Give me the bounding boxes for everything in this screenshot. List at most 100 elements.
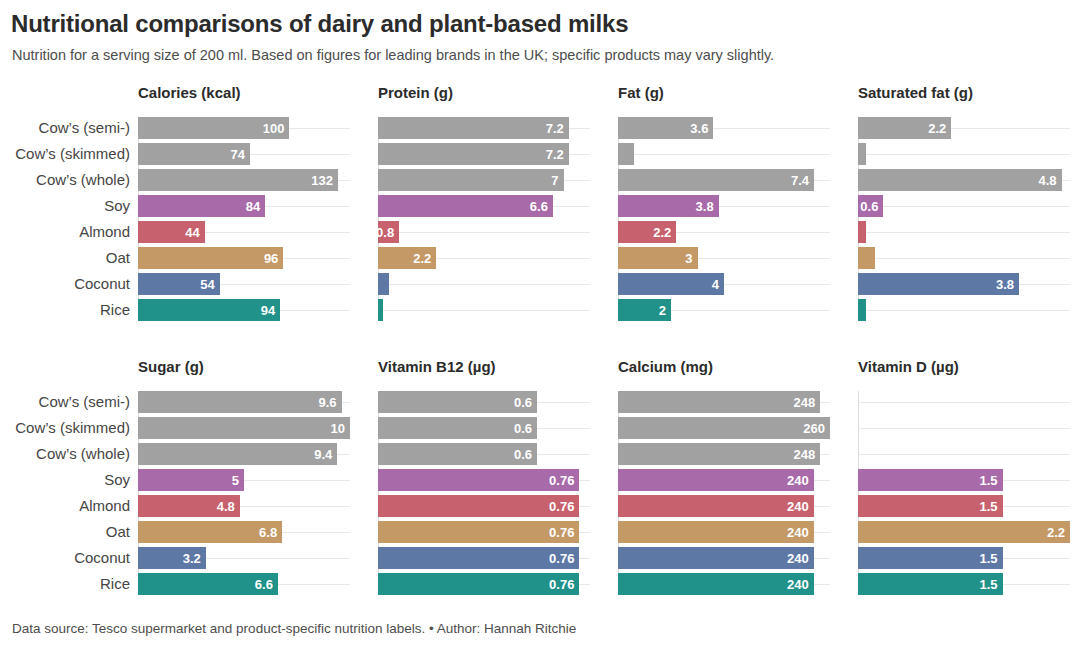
chart-rows: Cow’s (semi-) 100 Cow’s (skimmed) 74 Cow’s (…	[0, 117, 350, 321]
bar-value-label: 96	[264, 251, 283, 266]
bar: 0.6	[858, 195, 883, 217]
bar: 100	[138, 117, 289, 139]
bar: 248	[618, 443, 820, 465]
chart-vitamin-d-g: Vitamin D (µg)1.51.52.21.51.5	[858, 358, 1070, 595]
chart-vitamin-b12-g: Vitamin B12 (µg) 0.6 0.6 0.6 0.76 0.76 0.76 0.7…	[378, 358, 590, 595]
bar: 2.2	[618, 221, 676, 243]
gridline	[858, 258, 1070, 259]
bar-row: 0.6	[378, 391, 590, 413]
bar-track	[618, 143, 830, 165]
category-label: Cow’s (semi-)	[0, 391, 138, 413]
bar-value-label: 2.2	[928, 121, 951, 136]
bar: 7	[378, 169, 564, 191]
chart-calcium-mg: Calcium (mg)248260248240240240240240	[618, 358, 830, 595]
bar-value-label: 0.76	[549, 577, 579, 592]
bar-track: 3.2	[138, 547, 350, 569]
bar-row: Soy84	[0, 195, 350, 217]
bar-row: 3	[618, 247, 830, 269]
bar-row: 7	[378, 169, 590, 191]
bar-value-label: 0.76	[549, 551, 579, 566]
bar-value-label: 1.5	[979, 551, 1002, 566]
chart-rows: 248260248240240240240240	[618, 391, 830, 595]
bar-row: Almond44	[0, 221, 350, 243]
bar: 2.2	[858, 117, 951, 139]
bar-value-label: 7.2	[546, 147, 569, 162]
bar-row: Cow’s (whole)132	[0, 169, 350, 191]
bar-track: 1.5	[858, 495, 1070, 517]
bar-track: 100	[138, 117, 350, 139]
bar-value-label: 260	[803, 421, 830, 436]
category-label: Coconut	[0, 273, 138, 295]
bar-row: 240	[618, 573, 830, 595]
bar-row: 6.6	[378, 195, 590, 217]
bar: 5	[138, 469, 244, 491]
bar-row	[858, 247, 1070, 269]
bar: 9.6	[138, 391, 342, 413]
bar: 0.76	[378, 547, 579, 569]
bar-value-label: 3	[685, 251, 697, 266]
bar-track	[858, 143, 1070, 165]
bar-value-label: 4	[712, 277, 724, 292]
bar: 4.8	[138, 495, 240, 517]
bar-track: 0.76	[378, 469, 590, 491]
bar-row: 260	[618, 417, 830, 439]
chart-rows: 0.60.60.60.760.760.760.760.76	[378, 391, 590, 595]
bar-value-label: 94	[261, 303, 280, 318]
gridline	[618, 154, 830, 155]
bar-track: 248	[618, 391, 830, 413]
bar-row: Cow’s (semi-)9.6	[0, 391, 350, 413]
bar: 240	[618, 469, 814, 491]
bar-row: 2.2	[858, 117, 1070, 139]
bar-row: Coconut3.2	[0, 547, 350, 569]
bar-value-label: 4.8	[217, 499, 240, 514]
bar-value-label: 1.5	[979, 473, 1002, 488]
chart-title: Vitamin B12 (µg)	[378, 358, 590, 376]
bar-row: 4	[618, 273, 830, 295]
page-subtitle: Nutrition for a serving size of 200 ml. …	[12, 47, 774, 63]
category-label: Cow’s (semi-)	[0, 117, 138, 139]
bar-row: Cow’s (semi-) 100	[0, 117, 350, 139]
bar-value-label: 1.5	[979, 577, 1002, 592]
bar-track: 7.4	[618, 169, 830, 191]
category-label: Soy	[0, 195, 138, 217]
bar-value-label: 2	[659, 303, 671, 318]
bar-value-label: 0.6	[514, 447, 537, 462]
bar-value-label: 5	[232, 473, 244, 488]
bar-value-label: 240	[787, 577, 814, 592]
bar: 132	[138, 169, 338, 191]
gridline	[858, 428, 1070, 429]
bar-track: 1.5	[858, 547, 1070, 569]
bar-row: 4.8	[858, 169, 1070, 191]
bar-value-label: 100	[263, 121, 290, 136]
bar	[378, 273, 389, 295]
bar: 0.6	[378, 417, 537, 439]
bar-track: 0.76	[378, 547, 590, 569]
bar: 3.8	[858, 273, 1019, 295]
charts-grid: Calories (kcal)Cow’s (semi-)100Cow’s (sk…	[0, 84, 1070, 595]
chart-rows: 7.27.276.60.82.2	[378, 117, 590, 321]
category-label: Oat	[0, 247, 138, 269]
footer-note: Data source: Tesco supermarket and produ…	[12, 621, 576, 636]
bar-track	[378, 299, 590, 321]
bar-track: 84	[138, 195, 350, 217]
bar-row	[858, 143, 1070, 165]
bar: 84	[138, 195, 265, 217]
bar-value-label: 0.76	[549, 525, 579, 540]
bar-value-label: 2.2	[653, 225, 676, 240]
bar-row: Rice94	[0, 299, 350, 321]
bar-value-label: 248	[794, 447, 821, 462]
bar-row: 1.5	[858, 573, 1070, 595]
bar	[858, 221, 866, 243]
bar-row: 3.8	[618, 195, 830, 217]
bar-value-label: 6.8	[259, 525, 282, 540]
chart-title: Calcium (mg)	[618, 358, 830, 376]
bar-value-label: 74	[231, 147, 250, 162]
bar-value-label: 54	[200, 277, 219, 292]
bar: 6.8	[138, 521, 282, 543]
category-label: Cow’s (skimmed)	[0, 143, 138, 165]
bar-track: 2.2	[618, 221, 830, 243]
bar-track: 3.8	[858, 273, 1070, 295]
bar-row	[378, 273, 590, 295]
bar-row: 2.2	[378, 247, 590, 269]
bar-track: 240	[618, 521, 830, 543]
